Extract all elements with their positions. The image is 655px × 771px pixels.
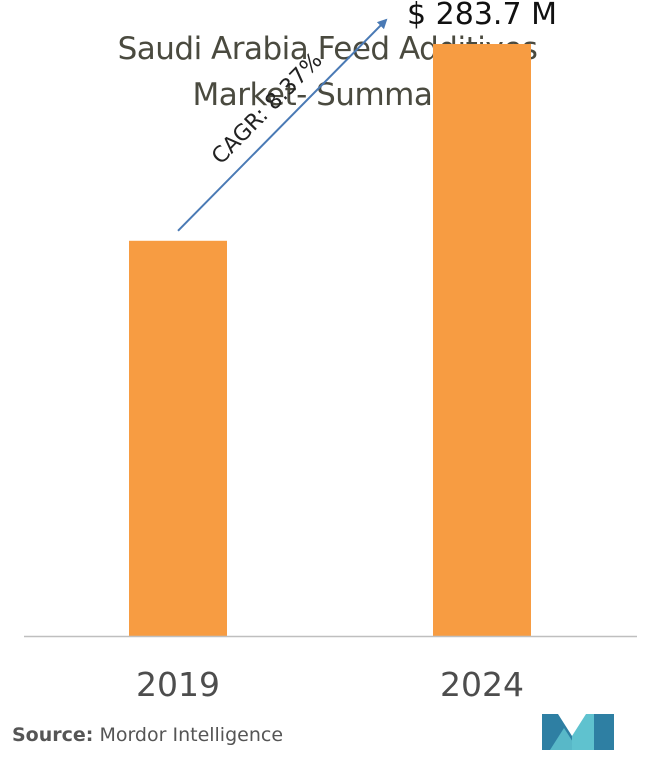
mordor-intelligence-logo-icon [542,714,614,750]
source-name: Mordor Intelligence [99,724,284,746]
data-label-2024: $ 283.7 M [407,0,557,32]
cagr-arrow [177,18,388,232]
x-tick-label-2024: 2024 [440,665,524,704]
chart-title-line2: Market- Summary [192,77,463,113]
bar-2024 [433,44,531,636]
x-tick-label-2019: 2019 [136,665,220,704]
bar-2019 [129,240,227,636]
source-note: Source: Mordor Intelligence [12,724,283,746]
source-label: Source: [12,724,94,746]
cagr-annotation: CAGR: 8.37% [207,48,327,169]
